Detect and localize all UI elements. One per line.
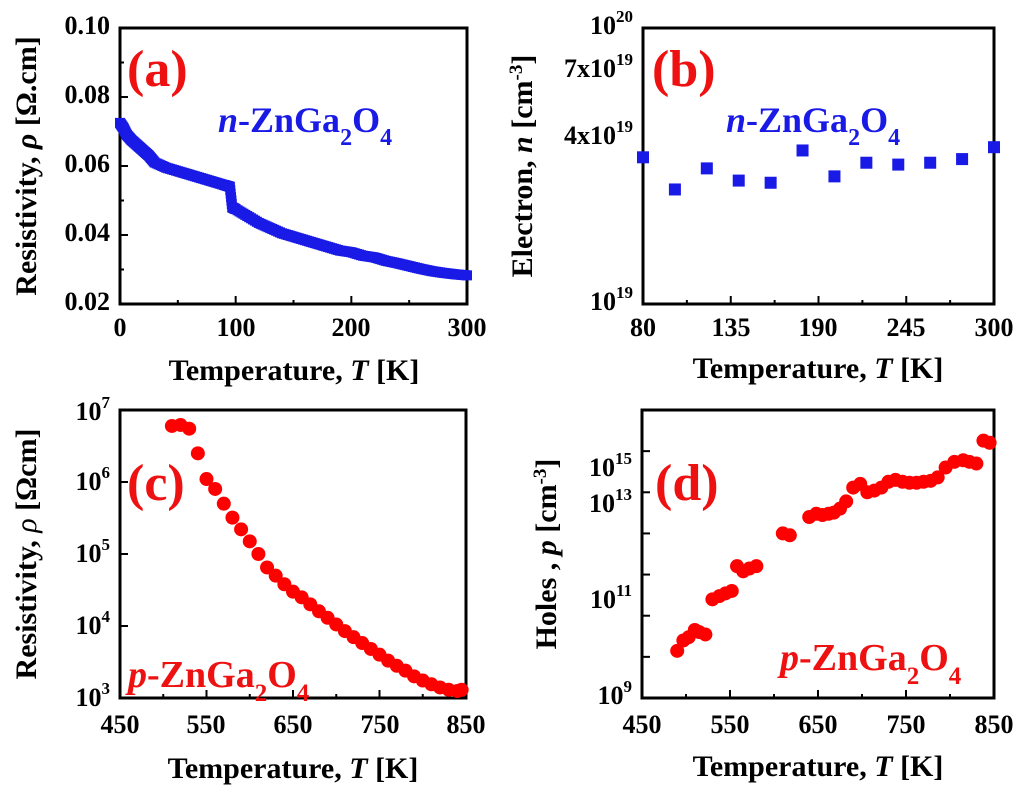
panel-a: 0.02 0.04 0.06 0.08 0.10 0 100 200 300 T…	[10, 11, 487, 387]
panel-b-points	[637, 141, 1000, 196]
panel-c-yaxis-title: Resistivity, ρ [Ωcm]	[10, 429, 43, 680]
data-point	[724, 583, 739, 598]
panel-b-xtick-label: 245	[887, 313, 926, 342]
panel-b-xtick-label: 80	[630, 313, 656, 342]
panel-d-xtick-label: 550	[711, 710, 750, 739]
data-point	[764, 176, 777, 189]
panel-a-ytick-label: 0.06	[65, 149, 111, 178]
panel-d-ticks	[641, 409, 995, 699]
panel-a-xtick-label: 300	[448, 313, 487, 342]
panel-a-ytick-label: 0.08	[65, 80, 111, 109]
panel-b-yaxis-title: Electron, n [cm-3]	[506, 55, 540, 278]
panel-d-xtick-label: 650	[799, 710, 838, 739]
panel-a-points	[115, 117, 472, 281]
panel-b-xtick-label: 135	[712, 313, 751, 342]
panel-d-xtick-label: 450	[623, 710, 662, 739]
data-point	[251, 547, 266, 561]
panel-c-xaxis-title: Temperature, T [K]	[168, 752, 419, 785]
panel-b-xtick-label: 190	[799, 313, 838, 342]
data-point	[242, 534, 257, 549]
panel-a-xaxis-title: Temperature, T [K]	[169, 354, 420, 387]
data-point	[782, 528, 797, 543]
panel-c-ytick-label: 105	[76, 535, 111, 568]
data-point	[698, 627, 713, 642]
panel-c-points	[164, 417, 469, 699]
panel-c-xtick-label: 550	[187, 710, 226, 739]
data-point	[988, 141, 1000, 154]
panel-d-tag: (d)	[655, 455, 719, 512]
panel-d-points	[670, 433, 997, 658]
data-point	[670, 643, 685, 658]
panel-b-xtick-label: 300	[975, 313, 1014, 342]
panel-c-ytick-label: 103	[76, 679, 111, 712]
data-point	[668, 183, 681, 196]
panel-a-xtick-label: 0	[114, 313, 127, 342]
panel-d-ytick-label: 1015	[589, 449, 632, 482]
data-point	[732, 174, 745, 187]
panel-d-ytick-label: 109	[598, 677, 633, 710]
data-point	[749, 559, 764, 574]
data-point	[216, 496, 231, 511]
panel-c: 103 104 105 106 107 450 550 650 750 850 …	[10, 393, 486, 785]
data-point	[892, 158, 905, 171]
data-point	[225, 510, 240, 525]
panel-a-yaxis-title: Resistivity, ρ [Ω.cm]	[10, 36, 43, 295]
data-point	[268, 568, 283, 583]
panel-c-ytick-label: 104	[76, 607, 111, 640]
data-point	[637, 151, 649, 164]
panel-a-ytick-label: 0.02	[65, 287, 111, 316]
data-point	[860, 156, 873, 169]
panel-b-material-label: n-ZnGa2O4	[726, 100, 900, 151]
data-point	[454, 682, 469, 697]
data-point	[208, 481, 223, 496]
data-point	[700, 162, 713, 175]
panel-d-ytick-label: 1013	[589, 485, 632, 518]
panel-c-ytick-label: 106	[76, 463, 111, 496]
panel-c-tag: (c)	[127, 455, 185, 512]
data-point	[930, 470, 945, 485]
data-point	[969, 456, 984, 471]
panel-c-xtick-label: 750	[361, 710, 400, 739]
panel-a-tag: (a)	[127, 41, 188, 98]
data-point	[839, 494, 854, 509]
panel-b-xaxis-title: Temperature, T [K]	[693, 352, 944, 385]
data-point	[190, 446, 205, 461]
data-point	[234, 522, 249, 537]
panel-b-ytick-label: 1020	[590, 7, 633, 40]
panel-d-material-label: p-ZnGa2O4	[777, 637, 962, 690]
panel-a-ytick-label: 0.10	[65, 11, 111, 40]
panel-d-xtick-label: 750	[887, 710, 926, 739]
data-point	[199, 472, 214, 487]
panel-c-xtick-label: 650	[274, 710, 313, 739]
panel-b-tag: (b)	[652, 41, 716, 98]
panel-d-yaxis-title: Holes , p [cm-3]	[530, 459, 564, 650]
panel-b-ytick-label: 4x1019	[564, 117, 633, 150]
panel-c-xtick-label: 450	[101, 710, 140, 739]
panel-b-ticks	[642, 27, 995, 305]
panel-a-ytick-label: 0.04	[65, 218, 111, 247]
data-point	[956, 153, 969, 166]
data-point	[982, 435, 997, 450]
panel-a-xtick-label: 200	[332, 313, 371, 342]
panel-c-xtick-label: 850	[447, 710, 486, 739]
panel-a-xtick-label: 100	[217, 313, 256, 342]
panel-b-ytick-label: 7x1019	[564, 50, 633, 83]
data-point	[462, 270, 472, 281]
data-point	[828, 170, 841, 183]
panel-b-ytick-label: 1019	[590, 283, 633, 316]
panel-d: 109 1011 1013 1015 450 550 650 750 850 T…	[530, 408, 1014, 783]
data-point	[924, 156, 937, 169]
data-point	[796, 144, 809, 157]
panel-d-xtick-label: 850	[975, 710, 1014, 739]
panel-b: 1019 4x1019 7x1019 1020 80 135 190 245 3…	[506, 7, 1014, 385]
panel-d-ytick-label: 1011	[590, 581, 632, 614]
data-point	[182, 421, 197, 436]
panel-c-ytick-label: 107	[76, 393, 111, 426]
panel-a-material-label: n-ZnGa2O4	[218, 100, 392, 151]
panel-d-xaxis-title: Temperature, T [K]	[693, 750, 944, 783]
